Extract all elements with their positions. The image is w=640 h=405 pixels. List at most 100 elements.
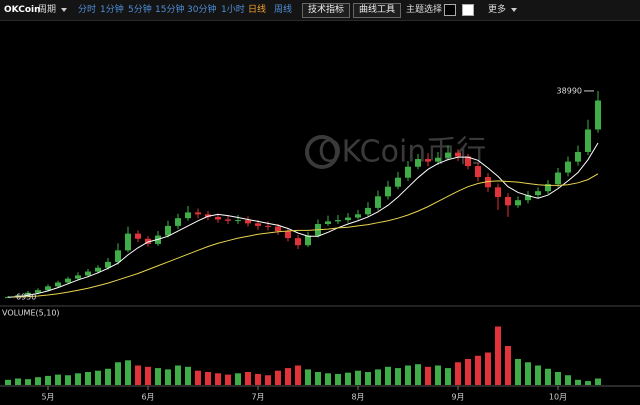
volume-bar xyxy=(125,360,131,385)
candle-body xyxy=(495,187,501,197)
candle-body xyxy=(25,292,31,296)
volume-bar xyxy=(505,346,511,385)
candle-body xyxy=(435,157,441,162)
volume-bar xyxy=(55,374,61,385)
volume-bar xyxy=(155,368,161,385)
candle-body xyxy=(405,166,411,178)
volume-bar xyxy=(375,369,381,385)
candle-body xyxy=(95,267,101,272)
volume-bar xyxy=(215,373,221,385)
candle-body xyxy=(345,217,351,221)
candle-body xyxy=(305,235,311,246)
watermark: OKCoin币行 xyxy=(318,135,486,170)
logo: OKCoin xyxy=(4,5,41,15)
candle-body xyxy=(575,151,581,162)
volume-bar xyxy=(385,366,391,385)
volume-bar xyxy=(335,373,341,385)
volume-bar xyxy=(45,375,51,385)
x-tick-label: 5月 xyxy=(41,393,54,402)
candle-body xyxy=(225,219,231,221)
candle-body xyxy=(375,196,381,208)
volume-bar xyxy=(205,372,211,385)
volume-bar xyxy=(145,366,151,385)
candle-body xyxy=(525,195,531,201)
candle-body xyxy=(485,177,491,188)
volume-bar xyxy=(415,364,421,385)
theme-swatch[interactable] xyxy=(462,4,474,16)
button[interactable]: 曲线工具 xyxy=(353,3,402,18)
button[interactable]: 技术指标 xyxy=(302,3,351,18)
volume-bar xyxy=(315,372,321,385)
period[interactable]: 1分钟 xyxy=(100,5,124,15)
candle-body xyxy=(325,221,331,224)
x-tick-label: 8月 xyxy=(351,393,364,402)
candle-body xyxy=(255,223,261,226)
volume-bar xyxy=(355,370,361,385)
candle-body xyxy=(585,129,591,152)
candle-body xyxy=(285,231,291,239)
volume-bar xyxy=(475,355,481,385)
volume-bar xyxy=(115,362,121,385)
more-label: 更多 xyxy=(488,5,507,15)
candle-body xyxy=(195,212,201,215)
candle-body xyxy=(65,278,71,283)
volume-bar xyxy=(35,377,41,385)
theme-swatch[interactable] xyxy=(444,4,456,16)
candle-body xyxy=(425,159,431,162)
volume-bar xyxy=(85,372,91,385)
volume-bar xyxy=(485,352,491,385)
candle-body xyxy=(295,238,301,246)
volume-bar xyxy=(245,372,251,385)
volume-bar xyxy=(95,370,101,385)
volume-bar xyxy=(405,365,411,385)
period[interactable]: 1小时 xyxy=(221,5,245,15)
volume-bar xyxy=(265,375,271,385)
volume-bar xyxy=(525,362,531,385)
watermark-logo xyxy=(305,135,339,169)
volume-bar xyxy=(575,379,581,385)
x-tick-label: 6月 xyxy=(141,393,154,402)
more-menu[interactable]: 更多 xyxy=(488,0,518,20)
volume-bar xyxy=(195,370,201,385)
period[interactable]: 15分钟 xyxy=(155,5,185,15)
candle-body xyxy=(515,200,521,206)
candle-body xyxy=(245,220,251,224)
moving-average xyxy=(7,173,599,298)
volume-bar xyxy=(535,365,541,385)
volume-bar xyxy=(585,381,591,385)
volume-bar xyxy=(455,362,461,385)
volume-label: VOLUME(5,10) xyxy=(2,309,60,318)
candle-body xyxy=(35,290,41,293)
candle-body xyxy=(85,271,91,276)
candle-body xyxy=(415,159,421,167)
period-menu[interactable]: 周期 xyxy=(38,0,68,20)
volume-bar xyxy=(515,359,521,385)
period[interactable]: 周线 xyxy=(274,5,293,15)
candle-body xyxy=(395,177,401,187)
period[interactable]: 分时 xyxy=(78,5,97,15)
period[interactable]: 日线 xyxy=(248,5,267,15)
candle-body xyxy=(205,214,211,217)
candle-body xyxy=(165,225,171,236)
candle-body xyxy=(455,152,461,157)
theme-label: 主题选择 xyxy=(406,5,443,15)
volume-bar xyxy=(165,369,171,385)
volume-bar xyxy=(595,378,601,385)
candle-body xyxy=(275,226,281,232)
volume-bar xyxy=(105,368,111,385)
volume-bar xyxy=(305,369,311,385)
candle-body xyxy=(215,216,221,220)
low-marker: 6930 xyxy=(16,293,36,302)
candle-body xyxy=(565,161,571,173)
candle-body xyxy=(355,214,361,218)
x-tick-label: 10月 xyxy=(549,393,567,402)
volume-bar xyxy=(15,378,21,385)
period[interactable]: 30分钟 xyxy=(187,5,217,15)
volume-bar xyxy=(365,372,371,385)
volume-bar xyxy=(235,373,241,385)
period[interactable]: 5分钟 xyxy=(128,5,152,15)
volume-bar xyxy=(285,368,291,385)
volume-bar xyxy=(75,373,81,385)
volume-bar xyxy=(275,370,281,385)
